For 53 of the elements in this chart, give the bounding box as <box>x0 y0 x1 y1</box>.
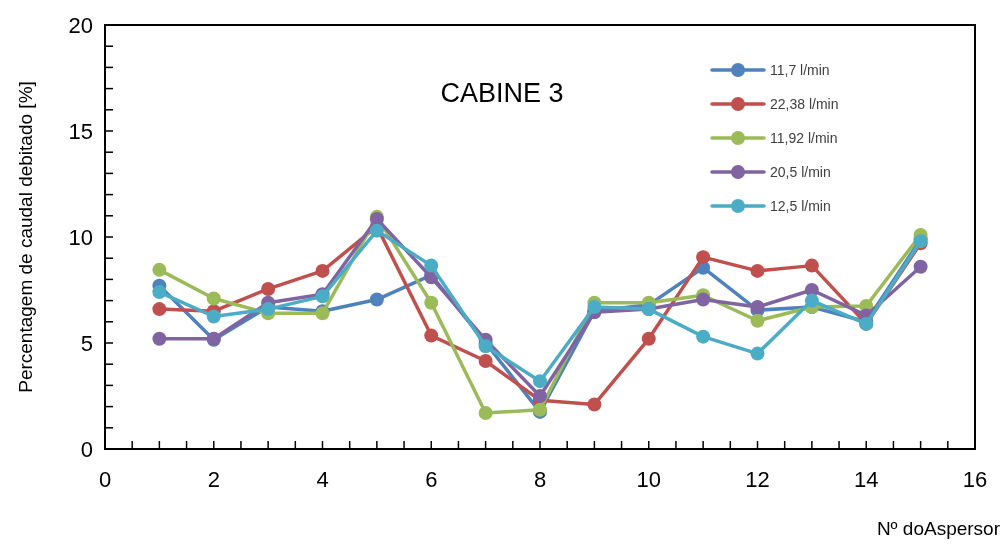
point <box>424 328 439 343</box>
point <box>750 299 765 314</box>
legend-label: 20,5 l/min <box>770 163 831 180</box>
point <box>533 374 547 389</box>
point <box>750 346 765 361</box>
x-tick-label: 10 <box>636 467 661 492</box>
point <box>152 331 167 346</box>
point <box>696 250 711 265</box>
point <box>750 313 765 328</box>
legend-label: 11,7 l/min <box>770 61 830 78</box>
point <box>261 281 276 296</box>
x-tick-label: 2 <box>207 467 220 492</box>
point <box>696 329 711 344</box>
text: CABINE 3 <box>440 78 564 108</box>
point <box>369 292 384 307</box>
legend-label: 11,92 l/min <box>770 129 838 146</box>
y-tick-label: 10 <box>68 224 93 250</box>
x-tick-label: 0 <box>98 467 112 492</box>
point <box>206 309 221 324</box>
y-tick-label: 5 <box>80 330 93 356</box>
legend-label: 12,5 l/min <box>770 197 831 214</box>
point <box>478 354 493 369</box>
point <box>587 397 602 412</box>
point <box>587 299 602 314</box>
x-tick-label: 4 <box>316 467 329 492</box>
y-tick-label: 20 <box>68 12 93 38</box>
point <box>424 258 439 273</box>
point <box>641 331 656 346</box>
x-tick-label: 16 <box>962 467 988 492</box>
point <box>152 302 167 317</box>
x-tick-label: 6 <box>425 467 438 492</box>
point <box>478 405 493 420</box>
x-axis-title: Nº doAspersor <box>876 518 1001 539</box>
point <box>696 292 711 307</box>
x-tick-label: 12 <box>745 467 770 492</box>
x-tick-label: 14 <box>854 467 879 492</box>
point <box>533 389 547 403</box>
point <box>424 295 439 310</box>
point <box>750 263 765 278</box>
point <box>315 263 330 278</box>
y-axis-title: Percentagem de caudal debitado [%] <box>15 81 36 393</box>
point <box>152 285 167 300</box>
point <box>913 259 928 274</box>
point <box>804 258 819 273</box>
legend-label: 22,38 l/min <box>770 95 839 112</box>
point <box>478 339 493 354</box>
point <box>804 293 819 308</box>
point <box>369 223 384 238</box>
x-tick-label: 8 <box>533 467 547 492</box>
point <box>206 291 221 306</box>
y-tick-label: 0 <box>80 436 93 462</box>
point <box>152 262 167 277</box>
y-tick-label: 15 <box>68 118 93 144</box>
